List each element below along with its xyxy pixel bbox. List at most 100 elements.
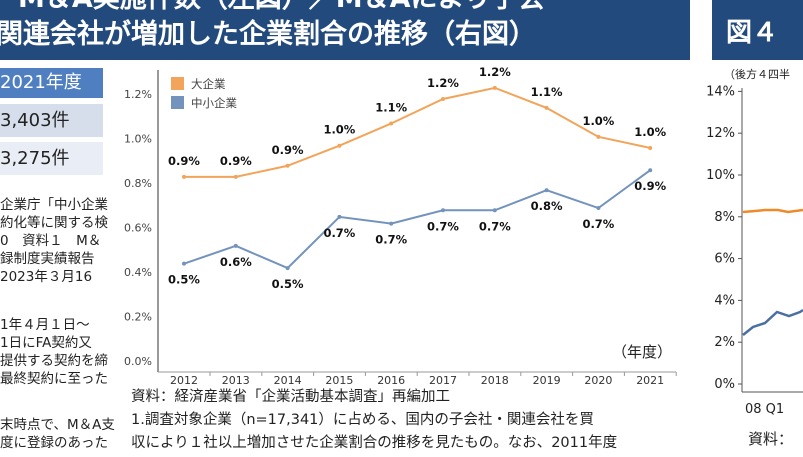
table-header: 2021年度 — [0, 68, 103, 98]
right-y-tick-label: 0% — [714, 377, 735, 392]
data-point — [285, 163, 290, 168]
figure-4-title: 図４ — [726, 18, 779, 48]
x-tick-label: 2015 — [325, 374, 353, 387]
legend-swatch — [171, 77, 184, 90]
data-point — [544, 105, 549, 110]
data-label: 1.0% — [582, 114, 614, 128]
right-y-tick-label: 14% — [706, 84, 735, 99]
y-tick-label: 1.2% — [124, 88, 152, 101]
data-point — [441, 208, 445, 213]
data-point — [596, 134, 601, 139]
y-tick-label: 0.0% — [124, 355, 152, 368]
data-label: 1.2% — [479, 65, 511, 79]
legend-swatch — [171, 96, 184, 109]
right-source: 資料： — [748, 430, 794, 448]
source-line: 資料：経済産業省「企業活動基本調査」再編加工 — [131, 389, 450, 405]
data-label: 0.9% — [634, 179, 666, 193]
data-label: 1.1% — [375, 100, 407, 114]
note-line: 約化等に関する検 — [0, 215, 108, 231]
data-point — [389, 221, 394, 226]
x-tick-label: 2021 — [636, 374, 664, 387]
data-label: 0.7% — [427, 219, 459, 233]
series-line-1 — [183, 169, 651, 270]
note-line: 収により１社以上増加させた企業割合の推移を見たもの。なお、2011年度 — [131, 435, 618, 451]
note-para-1: 企業庁「中小企業 約化等に関する検 0 資料１ M＆ 録制度実績報告 2023年… — [0, 196, 120, 286]
data-point — [233, 243, 238, 248]
y-tick-label: 0.2% — [124, 311, 152, 324]
x-tick-label: 2017 — [429, 374, 457, 387]
title-banner: M＆A実施件数（左図）／M＆Aにより子会 関連会社が増加した企業割合の推移（右図… — [0, 0, 690, 60]
data-point — [648, 145, 653, 150]
data-label: 0.6% — [220, 255, 252, 269]
figure-4-banner: 図４ — [712, 0, 803, 60]
right-y-tick-label: 8% — [714, 210, 735, 225]
data-point — [285, 266, 290, 271]
data-point — [337, 143, 342, 148]
x-tick-label: 2013 — [222, 374, 250, 387]
data-point — [182, 174, 186, 179]
data-point — [544, 188, 549, 193]
right-x-tick-label: 08 Q1 — [745, 402, 784, 417]
y-tick-label: 1.0% — [124, 133, 152, 146]
y-tick-label: 0.8% — [124, 177, 152, 190]
data-label: 0.9% — [272, 143, 304, 157]
x-unit-label: （年度） — [612, 343, 672, 361]
y-tick-label: 0.6% — [124, 222, 152, 235]
data-label: 0.7% — [582, 217, 614, 231]
note-para-3: 末時点で、M＆A支 度に登録のあった — [0, 416, 120, 452]
note-para-2: 1年４月１日～ 1日にFA契約又 提供する契約を締 最終契約に至った — [0, 316, 120, 388]
series-line-0 — [184, 86, 651, 178]
data-label: 1.0% — [634, 125, 666, 139]
legend-label: 中小企業 — [191, 96, 237, 110]
data-label: 0.7% — [479, 219, 511, 233]
right-y-tick-label: 2% — [714, 335, 735, 350]
data-point — [596, 206, 601, 211]
legend-label: 大企業 — [191, 77, 226, 91]
data-point — [441, 97, 445, 101]
note-line: 末時点で、M＆A支 — [0, 417, 115, 433]
data-point — [648, 168, 653, 173]
data-label: 1.1% — [531, 85, 563, 99]
data-label: 0.8% — [531, 199, 563, 213]
note-line: 録制度実績報告 — [0, 251, 95, 267]
data-point — [492, 208, 497, 213]
right-y-tick-label: 4% — [714, 293, 735, 308]
right-y-tick-label: 6% — [714, 252, 735, 267]
data-point — [182, 261, 186, 266]
right-y-tick-label: 10% — [706, 168, 735, 183]
table-cell: 3,403件 — [0, 104, 103, 137]
note-line: 1年４月１日～ — [0, 317, 90, 333]
x-tick-label: 2014 — [274, 374, 302, 387]
data-label: 0.9% — [220, 154, 252, 168]
note-line: 1.調査対象企業（n=17,341）に占める、国内の子会社・関連会社を買 — [131, 412, 594, 428]
right-chart-subtitle: （後方４四半 — [724, 68, 790, 81]
x-tick-label: 2018 — [481, 374, 509, 387]
data-label: 1.0% — [323, 123, 355, 137]
table-cell: 3,275件 — [0, 142, 103, 175]
data-label: 1.2% — [427, 76, 459, 90]
note-line: 2023年３月16 — [0, 269, 93, 285]
x-tick-label: 2019 — [533, 374, 561, 387]
data-point — [389, 121, 394, 126]
y-tick-label: 0.4% — [124, 266, 152, 279]
x-tick-label: 2020 — [584, 374, 612, 387]
note-line: 提供する契約を締 — [0, 353, 108, 369]
x-tick-label: 2012 — [170, 374, 198, 387]
note-line: 企業庁「中小企業 — [0, 197, 108, 213]
note-line: 0 資料１ M＆ — [0, 233, 102, 249]
right-series-large — [742, 208, 803, 214]
data-point — [492, 85, 497, 90]
note-line: 1日にFA契約又 — [0, 335, 92, 351]
data-label: 0.7% — [375, 233, 407, 247]
data-label: 0.5% — [272, 277, 304, 291]
data-label: 0.7% — [323, 226, 355, 240]
title-line-1: M＆A実施件数（左図）／M＆Aにより子会 — [18, 0, 545, 14]
title-line-2: 関連会社が増加した企業割合の推移（右図） — [0, 19, 536, 50]
right-y-tick-label: 12% — [706, 126, 735, 141]
x-tick-label: 2016 — [377, 374, 405, 387]
note-line: 最終契約に至った — [0, 371, 108, 387]
right-series-sme — [742, 308, 803, 336]
data-point — [337, 214, 342, 219]
data-label: 0.5% — [168, 273, 200, 287]
